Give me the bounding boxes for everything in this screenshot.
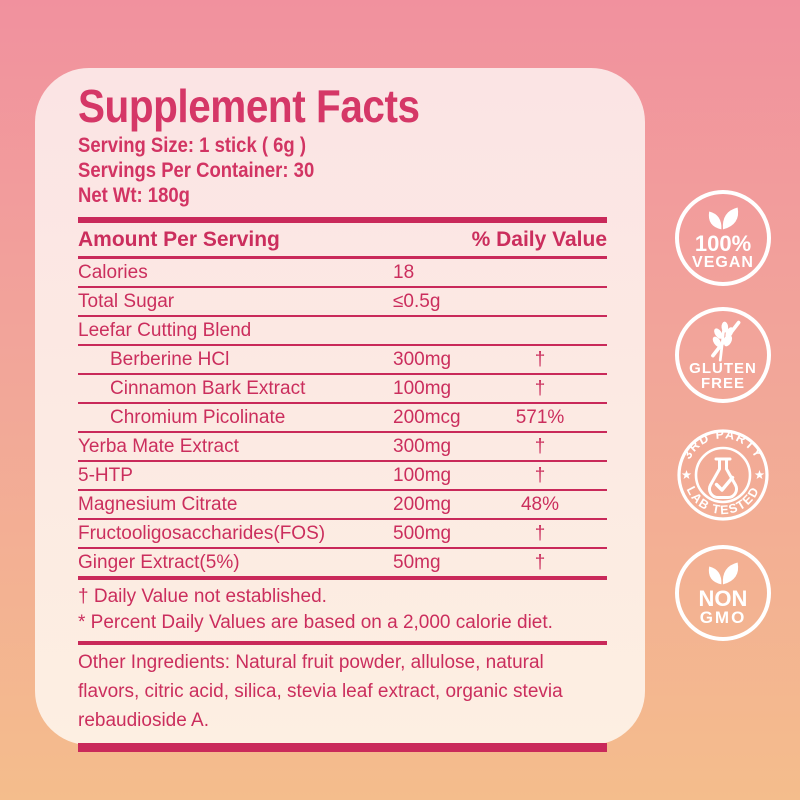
ingredient-dv	[505, 317, 575, 345]
ingredient-dv: †	[534, 349, 546, 370]
ingredient-dv	[505, 259, 575, 287]
ingredient-dv	[505, 288, 575, 316]
ingredient-name: Cinnamon Bark Extract	[110, 378, 306, 399]
ingredient-name: Calories	[78, 262, 148, 283]
table-rows: Calories 18 Total Sugar ≤0.5g Leefar Cut…	[78, 259, 607, 576]
other-ingredients: Other Ingredients: Natural fruit powder,…	[78, 645, 607, 752]
badge-line1: NON	[698, 585, 748, 611]
table-row: Yerba Mate Extract 300mg †	[78, 433, 607, 462]
wheat-slash-icon	[711, 320, 741, 362]
ingredient-name: Ginger Extract(5%)	[78, 552, 240, 573]
serving-size: Serving Size: 1 stick ( 6g )	[78, 134, 307, 157]
ingredient-amount	[393, 317, 505, 345]
table-row: Calories 18	[78, 259, 607, 288]
table-row: Leefar Cutting Blend	[78, 317, 607, 346]
ingredient-amount: 200mg	[393, 494, 452, 515]
star-icon	[681, 470, 765, 480]
ingredient-amount: 18	[393, 262, 415, 283]
ingredient-dv: †	[534, 378, 546, 399]
ingredient-name: 5-HTP	[78, 465, 133, 486]
ingredient-amount: 100mg	[393, 378, 452, 399]
badge-line1: 100%	[694, 231, 752, 256]
ingredient-amount: ≤0.5g	[393, 291, 441, 312]
badge-line2: GMO	[699, 607, 747, 627]
badge-arc-top-text: 3RD PARTY	[680, 427, 764, 461]
header-amount-per-serving: Amount Per Serving	[78, 228, 280, 251]
ingredient-dv: †	[534, 523, 546, 544]
badge-line2: FREE	[700, 375, 745, 392]
ingredient-dv: †	[534, 465, 546, 486]
facts-table: Amount Per Serving % Daily Value Calorie…	[78, 217, 607, 752]
ingredient-dv: 571%	[515, 407, 565, 428]
svg-text:3RD PARTY: 3RD PARTY	[680, 427, 766, 461]
lab-tested-seal: 3RD PARTY LAB TESTED	[677, 427, 769, 521]
ingredient-name: Leefar Cutting Blend	[78, 320, 252, 341]
footnote-percent: * Percent Daily Values are based on a 2,…	[78, 612, 553, 633]
table-row: Fructooligosaccharides(FOS) 500mg †	[78, 520, 607, 549]
table-row: 5-HTP 100mg †	[78, 462, 607, 491]
table-row: Magnesium Citrate 200mg 48%	[78, 491, 607, 520]
serving-info: Serving Size: 1 stick ( 6g ) Servings Pe…	[78, 133, 607, 208]
table-header: Amount Per Serving % Daily Value	[78, 223, 607, 259]
table-row: Ginger Extract(5%) 50mg †	[78, 549, 607, 576]
badge-100-vegan: 100% VEGAN	[675, 190, 771, 286]
table-row: Total Sugar ≤0.5g	[78, 288, 607, 317]
badge-gluten-free: GLUTEN FREE	[675, 307, 771, 403]
ingredient-name: Yerba Mate Extract	[78, 436, 239, 457]
ingredient-dv: †	[534, 436, 546, 457]
table-row: Chromium Picolinate 200mcg 571%	[78, 404, 607, 433]
leaves-icon	[708, 207, 739, 230]
ingredient-amount: 300mg	[393, 349, 452, 370]
ingredient-amount: 500mg	[393, 523, 452, 544]
ingredient-name: Magnesium Citrate	[78, 494, 238, 515]
ingredient-name: Berberine HCl	[110, 349, 230, 370]
supplement-facts-card: Supplement Facts Serving Size: 1 stick (…	[35, 68, 645, 752]
ingredient-name: Total Sugar	[78, 291, 175, 312]
ingredient-amount: 300mg	[393, 436, 452, 457]
ingredient-name: Fructooligosaccharides(FOS)	[78, 523, 326, 544]
ingredient-name: Chromium Picolinate	[110, 407, 286, 428]
net-weight: Net Wt: 180g	[78, 184, 190, 207]
badge-line1: GLUTEN	[689, 360, 757, 377]
badge-non-gmo: NON GMO	[675, 545, 771, 641]
servings-per-container: Servings Per Container: 30	[78, 159, 315, 182]
ingredient-amount: 50mg	[393, 552, 441, 573]
badge-3rd-party-lab-tested: 3RD PARTY LAB TESTED	[675, 427, 771, 523]
leaves-icon	[708, 561, 739, 584]
ingredient-dv: †	[534, 552, 546, 573]
ingredient-amount: 100mg	[393, 465, 452, 486]
footnotes: † Daily Value not established. * Percent…	[78, 576, 607, 645]
ingredient-amount: 200mcg	[393, 407, 461, 428]
table-row: Cinnamon Bark Extract 100mg †	[78, 375, 607, 404]
header-daily-value: % Daily Value	[471, 228, 607, 251]
table-row: Berberine HCl 300mg †	[78, 346, 607, 375]
badge-line2: VEGAN	[692, 254, 754, 271]
flask-check-icon	[708, 457, 738, 499]
ingredient-dv: 48%	[520, 494, 560, 515]
page-title: Supplement Facts	[78, 80, 420, 132]
footnote-dagger: † Daily Value not established.	[78, 586, 327, 607]
